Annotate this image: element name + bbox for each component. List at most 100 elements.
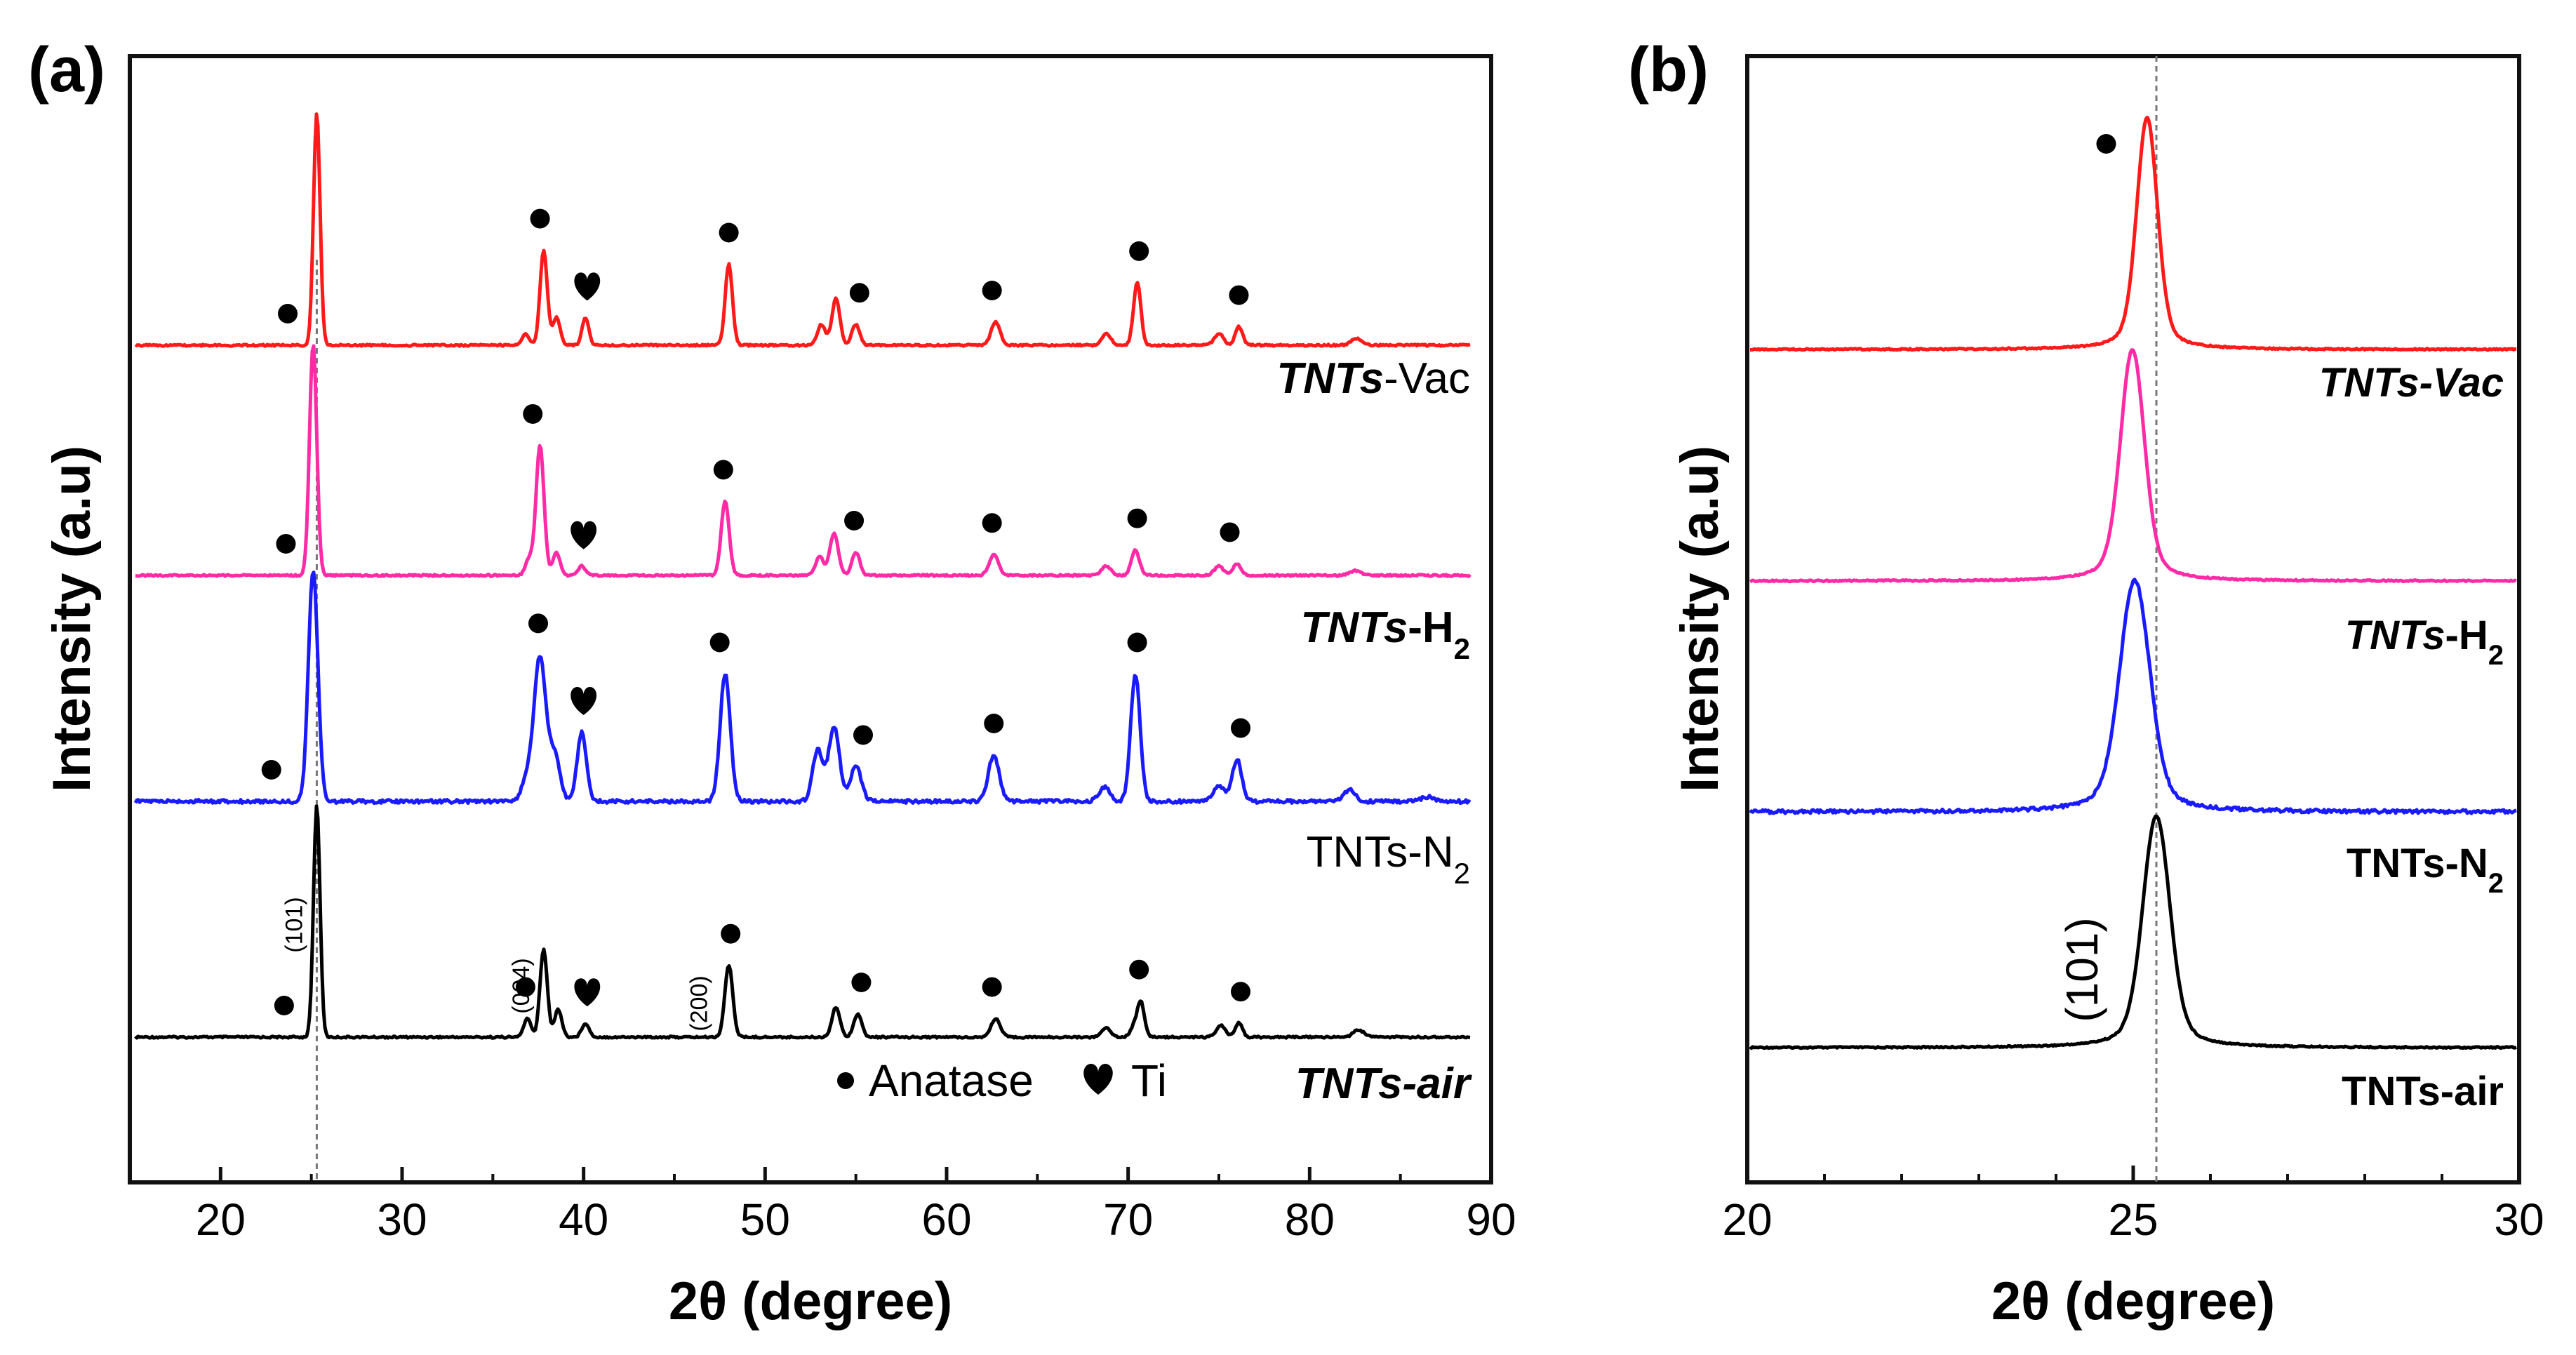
series-label-italic: TNTs: [1301, 603, 1408, 652]
panel-a-x-axis-label: 2θ (degree): [669, 1271, 952, 1331]
series-line-tnts-vac: [134, 112, 1471, 348]
anatase-marker: [1127, 632, 1147, 653]
x-tick-label: 60: [921, 1194, 971, 1245]
series-label-sub: 2: [2488, 640, 2504, 671]
panel-a-x-ticks: 20 30 40 50 60 70 80 90: [128, 1167, 1516, 1245]
series-label-italic: TNTs: [2345, 613, 2445, 658]
series-label-main: TNTs-air: [2342, 1069, 2504, 1114]
anatase-marker: [844, 510, 865, 530]
hkl-annotation: (004): [508, 958, 535, 1013]
x-tick-label: 50: [740, 1194, 790, 1245]
anatase-marker: [528, 613, 548, 634]
series-label-italic: TNTs-Vac: [2319, 360, 2504, 406]
panel-b-label: (b): [1628, 35, 1709, 105]
hkl-annotation: (200): [686, 975, 713, 1031]
series-label-sub: 2: [2488, 868, 2504, 899]
ti-marker: [570, 521, 597, 549]
series-label-main: -Vac: [1384, 354, 1470, 403]
anatase-marker: [851, 973, 872, 992]
series-line-tnts-air: [1749, 814, 2517, 1050]
series-label-main: TNTs-N: [2347, 841, 2488, 886]
series-label-main: -H: [1408, 603, 1453, 652]
anatase-marker: [1231, 718, 1251, 738]
panel-b-series: [1749, 56, 2517, 1182]
series-label-main: TNTs-N: [1307, 828, 1454, 876]
panel-b-annotations: (101): [2057, 134, 2116, 1022]
anatase-marker: [530, 208, 550, 229]
anatase-marker: [1127, 508, 1147, 528]
series-label-tnts-vac: TNTs-Vac: [1276, 354, 1470, 403]
panel-a-annotations: (101) (004) (200): [281, 897, 713, 1031]
anatase-marker: [1129, 959, 1149, 980]
x-tick-label: 25: [2108, 1194, 2158, 1245]
series-label-tnts-h2: TNTs-H2: [1301, 603, 1470, 665]
x-tick-label: 30: [2494, 1194, 2544, 1245]
panel-b-x-ticks: 20 25 30: [1722, 1166, 2544, 1245]
series-label-italic: TNTs: [1276, 354, 1384, 403]
anatase-marker: [982, 977, 1002, 997]
legend-ti-label: Ti: [1131, 1055, 1167, 1106]
x-tick-label: 80: [1285, 1194, 1335, 1245]
anatase-marker: [276, 533, 296, 554]
series-label-sub: 2: [1454, 857, 1470, 890]
anatase-marker: [1220, 522, 1240, 542]
series-label-main: -H: [2445, 613, 2488, 658]
anatase-marker: [721, 923, 741, 944]
anatase-marker: [1231, 982, 1251, 1002]
series-line-tnts-n2: [1749, 578, 2517, 815]
panel-a-y-axis-label: Intensity (a.u): [42, 446, 102, 792]
panel-b-x-axis-label: 2θ (degree): [1991, 1271, 2275, 1331]
anatase-marker: [1129, 241, 1149, 261]
series-line-tnts-vac: [1749, 115, 2517, 352]
anatase-marker: [853, 725, 874, 745]
series-line-tnts-h2: [135, 344, 1471, 578]
ti-heart-icon: [1083, 1064, 1113, 1095]
series-label-tnts-air: TNTs-air: [2342, 1069, 2504, 1114]
legend: Anatase Ti: [837, 1055, 1167, 1106]
panel-b-y-axis-label: Intensity (a.u): [1670, 446, 1730, 792]
panel-a: (a) 2θ (degree) Intensity (a.u) 20 30 40 50…: [28, 35, 1516, 1331]
anatase-marker: [274, 996, 294, 1015]
x-tick-label: 90: [1466, 1194, 1516, 1245]
series-label-tnts-air: TNTs-air: [1295, 1060, 1472, 1108]
ti-marker: [574, 978, 601, 1007]
ti-marker: [570, 686, 597, 715]
series-label-tnts-n2: TNTs-N2: [2347, 841, 2504, 899]
panel-a-frame: [128, 54, 1493, 1184]
panel-a-markers: [261, 208, 1251, 1015]
ti-marker: [574, 272, 601, 301]
series-line-tnts-n2: [133, 570, 1471, 805]
panel-a-series: [133, 112, 1471, 1182]
anatase-marker: [261, 760, 281, 780]
panel-b: (b) 2θ (degree) Intensity (a.u) 20 25 30 T…: [1628, 35, 2544, 1331]
anatase-marker: [523, 403, 543, 424]
anatase-marker: [709, 632, 730, 653]
anatase-marker: [984, 714, 1004, 733]
anatase-marker: [982, 513, 1002, 533]
anatase-marker: [515, 977, 535, 997]
series-line-tnts-air: [134, 804, 1471, 1040]
panel-a-label: (a): [28, 35, 105, 105]
hkl-annotation: (101): [281, 897, 308, 952]
x-tick-label: 20: [196, 1194, 246, 1245]
x-tick-label: 40: [559, 1194, 608, 1245]
series-label-tnts-vac: TNTs-Vac: [2319, 360, 2504, 406]
anatase-marker-icon: [837, 1072, 854, 1089]
series-label-tnts-n2: TNTs-N2: [1307, 828, 1470, 890]
anatase-marker: [982, 281, 1002, 300]
anatase-marker: [849, 283, 869, 303]
anatase-marker: [278, 303, 298, 323]
anatase-marker: [713, 460, 733, 480]
x-tick-label: 30: [377, 1194, 427, 1245]
anatase-marker: [719, 222, 739, 243]
anatase-marker: [2096, 134, 2116, 154]
x-tick-label: 20: [1722, 1194, 1772, 1245]
hkl-annotation: (101): [2057, 917, 2107, 1022]
legend-anatase-label: Anatase: [869, 1055, 1034, 1106]
series-label-sub: 2: [1454, 632, 1470, 665]
series-label-italic: TNTs-air: [1295, 1060, 1472, 1108]
series-line-tnts-h2: [1749, 348, 2517, 584]
